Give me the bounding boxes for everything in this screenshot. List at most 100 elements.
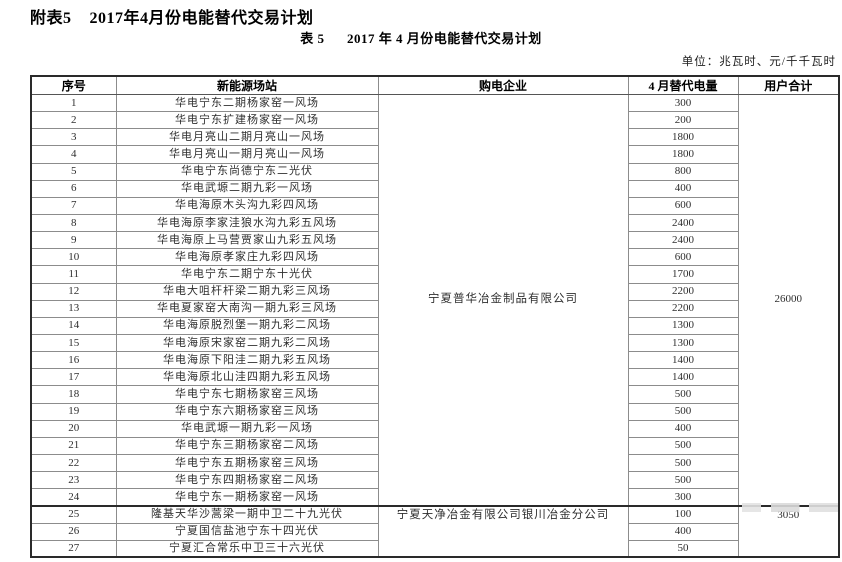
serial-number-cell: 4 — [30, 145, 117, 164]
table-row: 1 华电宁东二期杨家窑一风场 宁夏普华冶金制品有限公司 300 26000 — [30, 93, 840, 507]
station-cell: 华电海原上马营贾家山九彩五风场 — [115, 231, 379, 250]
table-row: 27 宁夏汇合常乐中卫三十六光伏 50 — [30, 539, 839, 558]
table-row: 13 华电夏家窑大南沟一期九彩三风场 2200 — [30, 299, 839, 318]
station-cell: 华电大咀杆杆梁二期九彩三风场 — [115, 282, 379, 301]
volume-cell: 2400 — [627, 213, 739, 233]
serial-number-cell: 17 — [30, 368, 117, 387]
volume-cell: 1300 — [627, 333, 739, 353]
station-cell: 华电宁东二期杨家窑一风场 — [115, 93, 379, 113]
table-row: 25 隆基天华沙蒿梁一期中卫二十九光伏 宁夏天净冶金有限公司银川冶金分公司 100 30… — [30, 504, 840, 558]
table-row: 15 华电海原宋家窑二期九彩二风场 1300 — [30, 333, 839, 353]
serial-number-cell: 16 — [30, 351, 117, 370]
header-user-total: 用户合计 — [737, 75, 840, 95]
serial-number-cell: 3 — [30, 128, 117, 147]
volume-cell: 300 — [627, 93, 739, 113]
serial-number-cell: 18 — [30, 385, 117, 404]
station-cell: 华电月亮山一期月亮山一风场 — [115, 145, 379, 164]
table-row: 9 华电海原上马营贾家山九彩五风场 2400 — [30, 231, 839, 250]
station-cell: 华电宁东二期宁东十光伏 — [115, 265, 379, 284]
station-cell: 华电宁东一期杨家窑一风场 — [115, 488, 379, 507]
serial-number-cell: 11 — [30, 265, 117, 284]
station-cell: 华电海原孝家庄九彩四风场 — [115, 248, 379, 267]
page-title: 附表5 2017年4月份电能替代交易计划 — [30, 10, 314, 27]
serial-number-cell: 6 — [30, 179, 117, 198]
volume-cell: 300 — [627, 488, 739, 507]
serial-number-cell: 14 — [30, 316, 117, 335]
volume-cell: 500 — [627, 453, 739, 473]
serial-number-cell: 21 — [30, 436, 117, 455]
serial-number-cell: 23 — [30, 471, 117, 490]
header-buyer-company: 购电企业 — [377, 75, 629, 95]
volume-cell: 1400 — [627, 351, 739, 370]
volume-cell: 500 — [627, 402, 739, 421]
station-cell: 华电宁东六期杨家窑三风场 — [115, 402, 379, 421]
unit-note: 单位：兆瓦时、元/千千瓦时 — [681, 56, 836, 68]
volume-cell: 800 — [627, 162, 739, 181]
volume-cell: 500 — [627, 471, 739, 490]
volume-cell: 2200 — [627, 282, 739, 301]
volume-cell: 200 — [627, 111, 739, 130]
station-cell: 华电宁东扩建杨家窑一风场 — [115, 111, 379, 130]
volume-cell: 400 — [627, 419, 739, 438]
serial-number-cell: 2 — [30, 111, 117, 130]
table-row: 22 华电宁东五期杨家窑三风场 500 — [30, 453, 839, 473]
serial-number-cell: 9 — [30, 231, 117, 250]
station-cell: 华电夏家窑大南沟一期九彩三风场 — [115, 299, 379, 318]
table-row: 7 华电海原木头沟九彩四风场 600 — [30, 196, 839, 215]
station-cell: 华电海原北山洼四期九彩五风场 — [115, 368, 379, 387]
volume-cell: 1800 — [627, 128, 739, 147]
station-cell: 宁夏汇合常乐中卫三十六光伏 — [115, 539, 379, 558]
table-row: 18 华电宁东七期杨家窑三风场 500 — [30, 385, 839, 404]
table-header-row: 序号 新能源场站 购电企业 4 月替代电量 用户合计 — [30, 75, 840, 95]
table-row: 17 华电海原北山洼四期九彩五风场 1400 — [30, 368, 839, 387]
serial-number-cell: 7 — [30, 196, 117, 215]
buyer-company-cell: 宁夏天净冶金有限公司银川冶金分公司 — [377, 504, 629, 558]
volume-cell: 50 — [627, 539, 739, 558]
volume-cell: 1400 — [627, 368, 739, 387]
serial-number-cell: 19 — [30, 402, 117, 421]
header-april-volume: 4 月替代电量 — [627, 75, 739, 95]
serial-number-cell: 25 — [30, 504, 117, 524]
table-row: 14 华电海原脱烈堡一期九彩二风场 1300 — [30, 316, 839, 335]
serial-number-cell: 20 — [30, 419, 117, 438]
volume-cell: 500 — [627, 436, 739, 455]
serial-number-cell: 5 — [30, 162, 117, 181]
volume-cell: 1700 — [627, 265, 739, 284]
station-cell: 华电宁东四期杨家窑二风场 — [115, 471, 379, 490]
station-cell: 华电武塬一期九彩一风场 — [115, 419, 379, 438]
volume-cell: 500 — [627, 385, 739, 404]
header-serial-number: 序号 — [30, 75, 117, 95]
station-cell: 华电月亮山二期月亮山一风场 — [115, 128, 379, 147]
table-row: 24 华电宁东一期杨家窑一风场 300 — [30, 488, 839, 507]
serial-number-cell: 27 — [30, 539, 117, 558]
volume-cell: 400 — [627, 179, 739, 198]
serial-number-cell: 22 — [30, 453, 117, 473]
volume-cell: 1300 — [627, 316, 739, 335]
volume-cell: 2400 — [627, 231, 739, 250]
table-row: 11 华电宁东二期宁东十光伏 1700 — [30, 265, 839, 284]
table-body: 1 华电宁东二期杨家窑一风场 宁夏普华冶金制品有限公司 300 26000 2 华电宁东扩建… — [30, 93, 840, 558]
buyer-company-cell: 宁夏普华冶金制品有限公司 — [377, 93, 629, 507]
user-total-cell: 3050 — [737, 504, 840, 558]
serial-number-cell: 8 — [30, 213, 117, 233]
user-total-cell: 26000 — [737, 93, 840, 507]
serial-number-cell: 24 — [30, 488, 117, 507]
volume-cell: 2200 — [627, 299, 739, 318]
serial-number-cell: 15 — [30, 333, 117, 353]
serial-number-cell: 10 — [30, 248, 117, 267]
volume-cell: 600 — [627, 196, 739, 215]
volume-cell: 400 — [627, 522, 739, 541]
table-row: 2 华电宁东扩建杨家窑一风场 200 — [30, 111, 839, 130]
station-cell: 隆基天华沙蒿梁一期中卫二十九光伏 — [115, 504, 379, 524]
station-cell: 华电宁东三期杨家窑二风场 — [115, 436, 379, 455]
serial-number-cell: 26 — [30, 522, 117, 541]
serial-number-cell: 12 — [30, 282, 117, 301]
station-cell: 华电宁东七期杨家窑三风场 — [115, 385, 379, 404]
table-row: 4 华电月亮山一期月亮山一风场 1800 — [30, 145, 839, 164]
station-cell: 华电宁东五期杨家窑三风场 — [115, 453, 379, 473]
station-cell: 华电海原下阳洼二期九彩五风场 — [115, 351, 379, 370]
header-station: 新能源场站 — [115, 75, 379, 95]
station-cell: 华电海原李家洼狼水沟九彩五风场 — [115, 213, 379, 233]
station-cell: 华电海原宋家窑二期九彩二风场 — [115, 333, 379, 353]
